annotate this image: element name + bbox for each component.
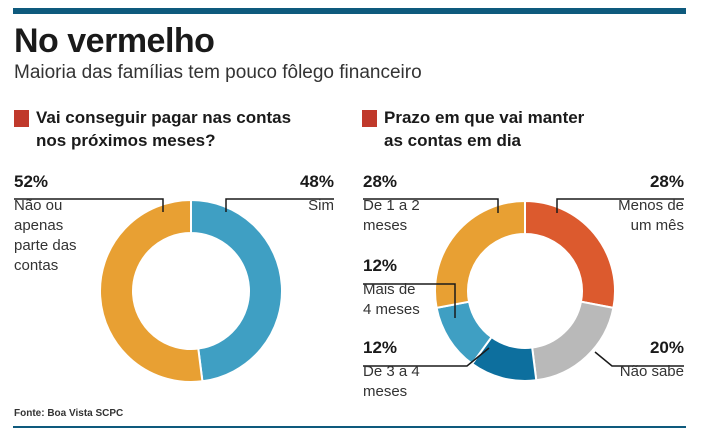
label-line: contas bbox=[14, 257, 59, 274]
leader-line-1 bbox=[225, 198, 334, 212]
bottom-rule bbox=[13, 426, 686, 428]
chart-subtitle: Maioria das famílias tem pouco fôlego fi… bbox=[14, 62, 422, 83]
leader-line-2 bbox=[363, 198, 499, 213]
label-line: meses bbox=[363, 383, 408, 400]
question-title-left-line: Vai conseguir pagar nas contas bbox=[36, 108, 292, 127]
label-naosabe: Não sabe bbox=[590, 362, 684, 382]
leader-line-6 bbox=[594, 351, 684, 367]
question-title-left-line: nos próximos meses? bbox=[36, 131, 216, 150]
donut-1-slice-0 bbox=[524, 199, 616, 310]
question-title-left: Vai conseguir pagar nas contas nos próxi… bbox=[36, 106, 291, 152]
source-note: Fonte: Boa Vista SCPC bbox=[14, 408, 124, 419]
leader-line-3 bbox=[363, 283, 456, 318]
label-pct-mais4: 12% bbox=[363, 256, 398, 275]
label-line: Mais de bbox=[363, 281, 416, 298]
label-pct-1a2: 28% bbox=[363, 172, 398, 191]
label-pct-3a4: 12% bbox=[363, 338, 398, 357]
label-pct-sim: 48% bbox=[299, 172, 334, 191]
label-mais4: Mais de 4 meses bbox=[363, 280, 420, 320]
label-line: De 1 a 2 bbox=[363, 197, 420, 214]
label-pct-nao: 52% bbox=[14, 172, 49, 191]
chart-title: No vermelho bbox=[14, 22, 215, 60]
label-line: parte das bbox=[14, 237, 77, 254]
label-nao: Não ou apenas parte das contas bbox=[14, 196, 77, 276]
label-3a4: De 3 a 4 meses bbox=[363, 362, 420, 402]
label-pct-menos1: 28% bbox=[649, 172, 684, 191]
question-title-right: Prazo em que vai manter as contas em dia bbox=[384, 106, 584, 152]
donut-1-slice-4 bbox=[434, 199, 526, 310]
leader-line-5 bbox=[556, 198, 684, 213]
label-sim: Sim bbox=[280, 196, 334, 216]
question-marker-left bbox=[14, 110, 29, 127]
label-line: um mês bbox=[630, 217, 684, 234]
question-marker-right bbox=[362, 110, 377, 127]
label-1a2: De 1 a 2 meses bbox=[363, 196, 420, 236]
top-rule bbox=[13, 8, 686, 14]
label-line: 4 meses bbox=[363, 301, 420, 318]
label-line: Sim bbox=[308, 197, 334, 214]
label-line: Não ou bbox=[14, 197, 63, 214]
question-title-right-line: Prazo em que vai manter bbox=[384, 108, 585, 127]
leader-line-0 bbox=[14, 198, 164, 212]
label-line: Não sabe bbox=[619, 363, 684, 380]
leader-line-4 bbox=[363, 347, 490, 367]
label-menos1: Menos de um mês bbox=[590, 196, 684, 236]
donut-0-slice-1 bbox=[99, 198, 204, 383]
label-line: meses bbox=[363, 217, 408, 234]
label-line: De 3 a 4 bbox=[363, 363, 420, 380]
label-line: Menos de bbox=[618, 197, 684, 214]
label-pct-naosabe: 20% bbox=[649, 338, 684, 357]
label-line: apenas bbox=[14, 217, 64, 234]
donut-0-slice-0 bbox=[190, 198, 283, 383]
question-title-right-line: as contas em dia bbox=[384, 131, 522, 150]
